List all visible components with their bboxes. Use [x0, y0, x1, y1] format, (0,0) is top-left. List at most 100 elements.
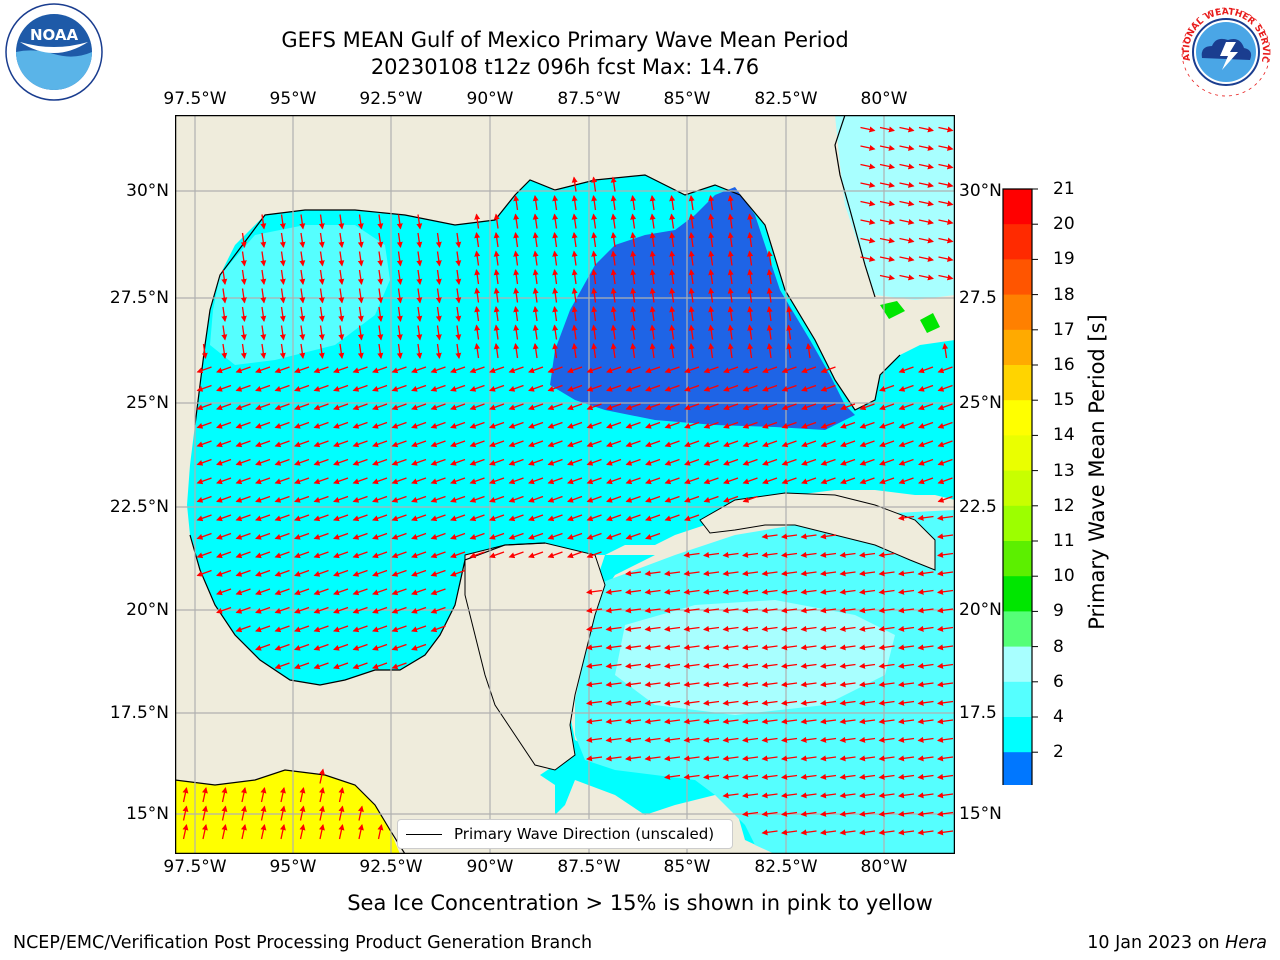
wave-arrow	[255, 403, 271, 411]
wave-arrow	[255, 606, 271, 614]
wave-arrow	[469, 495, 485, 503]
wave-arrow	[352, 514, 368, 522]
wave-arrow	[898, 366, 914, 374]
wave-arrow	[255, 532, 271, 540]
wave-arrow	[508, 366, 524, 374]
wave-arrow	[299, 805, 306, 821]
wave-arrow	[416, 269, 423, 285]
wave-arrow	[313, 495, 329, 503]
wave-arrow	[898, 773, 915, 780]
wave-arrow	[391, 458, 407, 466]
wave-arrow	[469, 477, 485, 485]
wave-arrow	[937, 440, 953, 448]
wave-arrow	[313, 421, 329, 429]
wave-arrow	[513, 250, 520, 266]
wave-arrow	[319, 824, 325, 840]
wave-arrow	[781, 533, 798, 540]
wave-arrow	[625, 421, 641, 429]
wave-arrow	[455, 269, 462, 285]
wave-arrow	[723, 403, 739, 411]
wave-arrow	[216, 495, 232, 503]
wave-arrow	[333, 440, 349, 448]
wave-arrow	[645, 458, 661, 466]
wave-arrow	[644, 718, 661, 725]
wave-arrow	[761, 588, 778, 595]
nws-logo-icon: NATIONAL WEATHER SERVICE	[1176, 2, 1274, 100]
wave-arrow	[766, 343, 773, 359]
wave-arrow	[781, 384, 797, 392]
wave-arrow	[528, 440, 544, 448]
wave-arrow	[742, 403, 758, 411]
wave-arrow	[552, 287, 559, 303]
wave-arrow	[766, 306, 773, 322]
wave-arrow	[800, 551, 817, 558]
wave-arrow	[255, 477, 271, 485]
wave-arrow	[703, 570, 720, 577]
wave-arrow	[606, 458, 622, 466]
wave-arrow	[528, 514, 544, 522]
wave-arrow	[435, 306, 442, 322]
wave-arrow	[352, 384, 368, 392]
wave-arrow	[684, 514, 700, 522]
wave-arrow	[625, 644, 642, 651]
wave-arrow	[182, 805, 189, 821]
wave-arrow	[859, 625, 876, 632]
wave-arrow	[664, 570, 681, 577]
wave-arrow	[352, 625, 368, 633]
wave-arrow	[377, 232, 384, 248]
wave-arrow	[469, 403, 485, 411]
wave-arrow	[761, 570, 778, 577]
wave-arrow	[372, 384, 388, 392]
wave-arrow	[552, 250, 559, 266]
map-subtitle: 20230108 t12z 096h fcst Max: 14.76	[370, 55, 760, 79]
wave-arrow	[820, 440, 836, 448]
wave-arrow	[684, 440, 700, 448]
wave-arrow	[918, 126, 934, 133]
lon-tick-top: 90°W	[466, 89, 514, 109]
wave-arrow	[357, 306, 364, 322]
colorbar-label: 20	[1053, 214, 1075, 235]
wave-arrow	[318, 288, 325, 304]
lat-tick-left: 17.5°N	[109, 703, 169, 723]
wave-arrow	[606, 477, 622, 485]
wave-arrow	[274, 384, 290, 392]
wave-arrow	[435, 251, 442, 267]
wave-arrow	[762, 458, 778, 466]
wave-arrow	[333, 514, 349, 522]
wave-arrow	[372, 532, 388, 540]
wave-arrow	[357, 269, 364, 285]
wave-arrow	[898, 699, 915, 706]
wave-arrow	[664, 736, 681, 743]
wave-arrow	[917, 588, 934, 595]
wave-arrow	[879, 126, 895, 133]
wave-arrow	[742, 792, 759, 799]
wave-arrow	[313, 625, 329, 633]
wave-arrow	[761, 681, 778, 688]
wave-arrow	[898, 644, 915, 651]
wave-arrow	[260, 214, 267, 230]
wave-arrow	[859, 477, 875, 485]
wave-arrow	[299, 824, 306, 840]
wave-arrow	[606, 495, 622, 503]
wave-arrow	[357, 214, 364, 230]
lon-tick-top: 97.5°W	[163, 89, 227, 109]
wave-arrow	[532, 306, 539, 322]
wave-arrow	[683, 773, 700, 780]
wave-arrow	[591, 343, 598, 359]
wave-arrow	[528, 477, 544, 485]
wave-arrow	[489, 532, 505, 540]
wave-arrow	[800, 755, 817, 762]
wave-arrow	[333, 403, 349, 411]
wave-arrow	[761, 699, 778, 706]
wave-arrow	[703, 681, 720, 688]
wave-arrow	[216, 440, 232, 448]
wave-arrow	[800, 662, 817, 669]
wave-arrow	[235, 458, 251, 466]
wave-arrow	[879, 274, 895, 281]
wave-arrow	[605, 681, 622, 688]
wave-arrow	[352, 606, 368, 614]
colorbar-segment	[1003, 435, 1032, 472]
cuba-land	[699, 492, 936, 571]
wave-arrow	[338, 251, 345, 267]
wave-arrow	[377, 288, 384, 304]
